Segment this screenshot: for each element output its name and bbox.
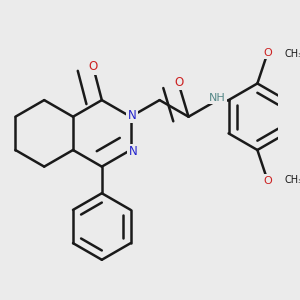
Text: NH: NH — [209, 93, 226, 103]
Text: CH₃: CH₃ — [284, 49, 300, 58]
Text: O: O — [174, 76, 183, 88]
Text: N: N — [129, 145, 137, 158]
Text: N: N — [128, 109, 136, 122]
Text: O: O — [263, 48, 272, 58]
Text: CH₃: CH₃ — [284, 175, 300, 185]
Text: O: O — [263, 176, 272, 186]
Text: O: O — [88, 60, 98, 73]
